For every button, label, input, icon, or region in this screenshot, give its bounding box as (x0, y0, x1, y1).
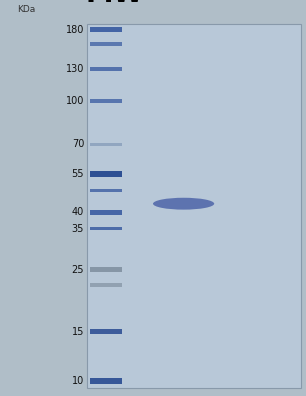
Text: KDa: KDa (17, 5, 35, 14)
Text: 100: 100 (66, 96, 84, 106)
FancyBboxPatch shape (90, 143, 122, 146)
Text: 10: 10 (72, 376, 84, 386)
Text: 55: 55 (72, 169, 84, 179)
FancyBboxPatch shape (87, 24, 301, 388)
Text: 25: 25 (72, 265, 84, 274)
FancyBboxPatch shape (90, 379, 122, 383)
Text: 130: 130 (66, 64, 84, 74)
FancyBboxPatch shape (90, 267, 122, 272)
Text: 35: 35 (72, 224, 84, 234)
FancyBboxPatch shape (90, 99, 122, 103)
FancyBboxPatch shape (90, 227, 122, 230)
FancyBboxPatch shape (90, 188, 122, 192)
Text: 40: 40 (72, 208, 84, 217)
FancyBboxPatch shape (90, 284, 122, 287)
Text: 15: 15 (72, 327, 84, 337)
Text: 70: 70 (72, 139, 84, 149)
FancyBboxPatch shape (90, 42, 122, 46)
Text: 180: 180 (66, 25, 84, 35)
FancyBboxPatch shape (90, 67, 122, 71)
FancyBboxPatch shape (90, 27, 122, 32)
Text: MW: MW (86, 0, 144, 8)
FancyBboxPatch shape (90, 210, 122, 215)
FancyBboxPatch shape (90, 329, 122, 334)
Ellipse shape (153, 198, 214, 209)
FancyBboxPatch shape (90, 171, 122, 177)
